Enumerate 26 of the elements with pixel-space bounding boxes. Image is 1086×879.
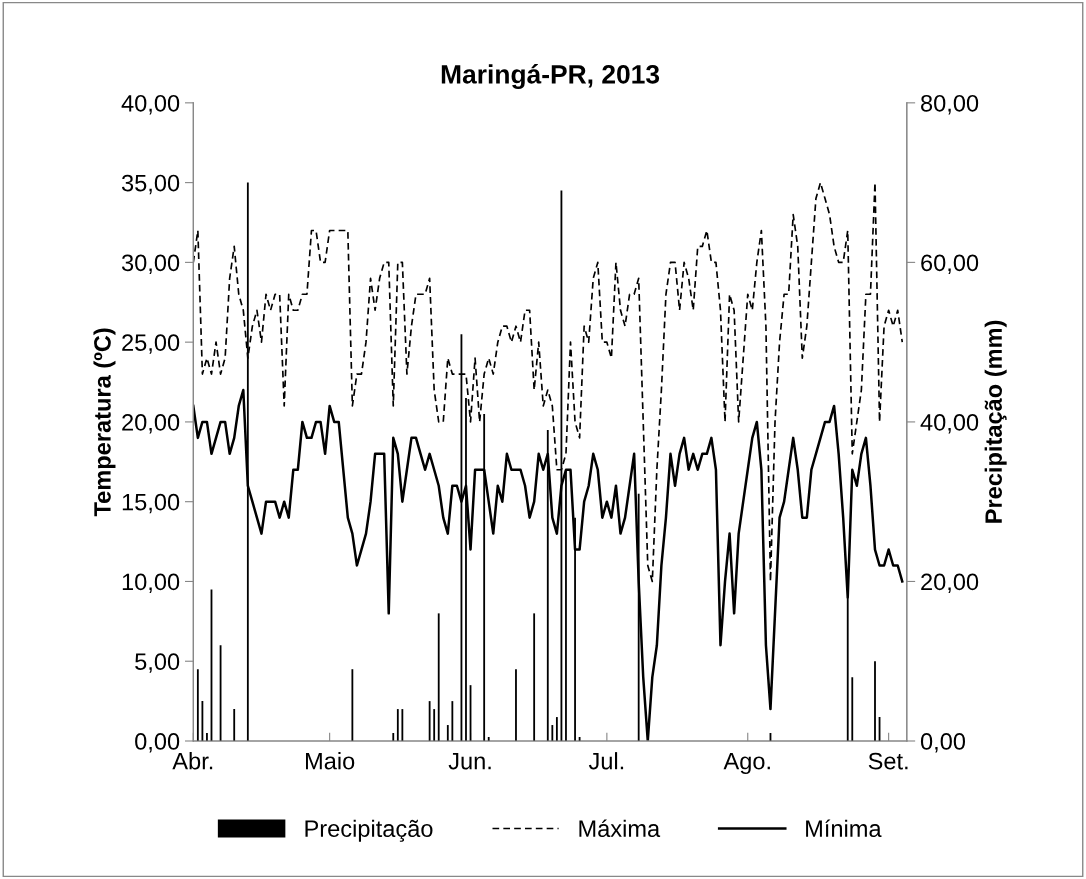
y-tick-label: 20,00 — [122, 413, 180, 434]
y-tick-label: 15,00 — [122, 493, 180, 514]
y-tick-label: 5,00 — [135, 653, 180, 673]
y-tick-label: 30,00 — [121, 254, 180, 274]
x-tick-label: Maio — [306, 752, 355, 770]
y-axis-title: Temperatura (ºC) — [93, 328, 116, 517]
y2-tick-label: 20,00 — [921, 573, 979, 594]
y2-tick-label: 80,00 — [921, 94, 979, 115]
y-tick-label: 35,00 — [121, 174, 180, 195]
x-tick-label: Jul. — [588, 752, 624, 770]
legend-label: Mínima — [806, 819, 882, 838]
x-tick-label: Set. — [868, 752, 908, 770]
chart-title: Maringá-PR, 2013 — [441, 64, 660, 89]
y-tick-label: 25,00 — [122, 334, 180, 354]
y2-tick-label: 60,00 — [921, 254, 979, 274]
y2-tick-label: 40,00 — [920, 413, 979, 434]
y2-axis-title: Precipitação (mm) — [984, 320, 1007, 523]
legend-label: Máxima — [579, 819, 661, 838]
x-tick-label: Jun. — [448, 752, 491, 770]
legend-label: Precipitação — [305, 819, 433, 842]
y-tick-label: 10,00 — [122, 573, 180, 594]
y2-tick-label: 0,00 — [920, 733, 966, 753]
y-tick-label: 40,00 — [121, 94, 180, 115]
y-tick-label: 0,00 — [135, 733, 180, 753]
x-tick-label: Abr. — [172, 752, 213, 770]
x-tick-label: Ago. — [723, 752, 770, 775]
